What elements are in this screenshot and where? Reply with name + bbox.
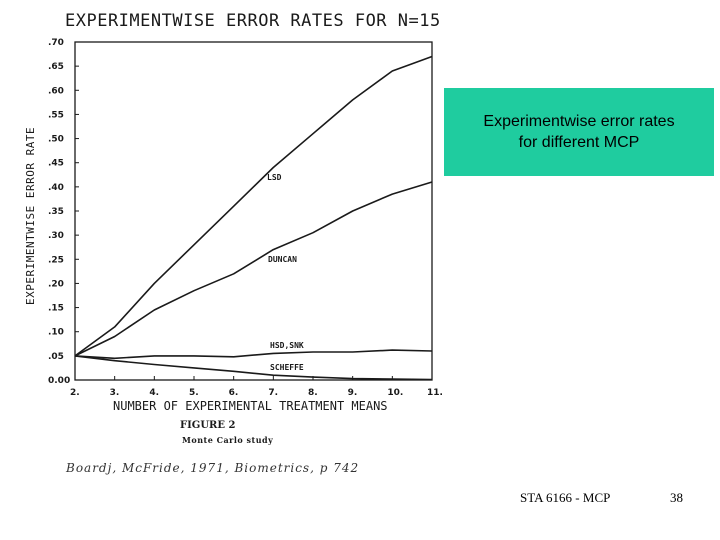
x-tick-label: 2. — [70, 388, 80, 398]
y-tick-label: 0.00 — [48, 376, 70, 386]
footer-page-number: 38 — [670, 490, 683, 505]
y-tick-label: .15 — [48, 304, 64, 314]
series-label-lsd: LSD — [267, 173, 282, 182]
series-label-scheffe: SCHEFFE — [270, 363, 304, 372]
callout-line-1: Experimentwise error rates — [483, 113, 675, 130]
y-tick-label: .45 — [48, 159, 64, 169]
callout-box: Experimentwise error rates for different… — [444, 88, 714, 176]
x-tick-labels: 2. 3. 4. 5. 6. 7. 8. 9. 10. 11. — [70, 376, 443, 398]
series-lines — [74, 55, 433, 381]
series-labels: LSD DUNCAN HSD,SNK SCHEFFE — [267, 173, 304, 372]
callout-line-2: for different MCP — [518, 134, 640, 151]
y-tick-label: .25 — [48, 255, 64, 265]
series-label-hsd-snk: HSD,SNK — [270, 341, 304, 350]
y-tick-label: .30 — [48, 231, 64, 241]
footer-course: STA 6166 - MCP — [520, 490, 611, 505]
y-tick-label: .70 — [48, 38, 64, 48]
y-tick-label: .35 — [48, 207, 64, 217]
x-tick-label: 11. — [427, 388, 443, 398]
y-tick-label: .20 — [48, 279, 64, 289]
series-line-lsd — [74, 55, 433, 357]
x-tick-label: 10. — [387, 388, 403, 398]
y-tick-label: .05 — [48, 352, 64, 362]
x-tick-label: 5. — [189, 388, 199, 398]
x-axis-label: NUMBER OF EXPERIMENTAL TREATMENT MEANS — [113, 399, 388, 413]
y-tick-label: .55 — [48, 110, 64, 120]
x-tick-label: 4. — [149, 388, 159, 398]
y-tick-labels: .70 .65 .60 .55 .50 .45 .40 .35 .30 .25 .20 .15 .10.… — [48, 38, 79, 386]
figure-caption: FIGURE 2 — [180, 420, 235, 431]
x-tick-label: 3. — [110, 388, 120, 398]
chart-title: EXPERIMENTWISE ERROR RATES FOR N=15 — [65, 11, 441, 31]
y-tick-label: .65 — [48, 62, 64, 72]
x-tick-label: 8. — [308, 388, 318, 398]
y-tick-label: .40 — [48, 183, 64, 193]
series-line-hsd-snk — [74, 349, 433, 360]
x-tick-label: 7. — [268, 388, 278, 398]
y-tick-label: .10 — [48, 328, 64, 338]
handwritten-citation: Boardj, McFride, 1971, Biometrics, p 742 — [65, 461, 359, 475]
series-label-duncan: DUNCAN — [268, 255, 297, 264]
plot-border — [74, 41, 433, 381]
plot-frame — [74, 41, 433, 381]
x-tick-label: 9. — [348, 388, 358, 398]
x-tick-label: 6. — [229, 388, 239, 398]
y-tick-label: .60 — [48, 86, 64, 96]
y-axis-label: EXPERIMENTWISE ERROR RATE — [24, 127, 37, 305]
figure-subcaption: Monte Carlo study — [182, 435, 273, 445]
callout-text: Experimentwise error rates for different… — [483, 111, 674, 153]
y-tick-label: .50 — [48, 135, 64, 145]
series-line-duncan — [74, 181, 433, 357]
series-line-scheffe — [74, 355, 433, 381]
